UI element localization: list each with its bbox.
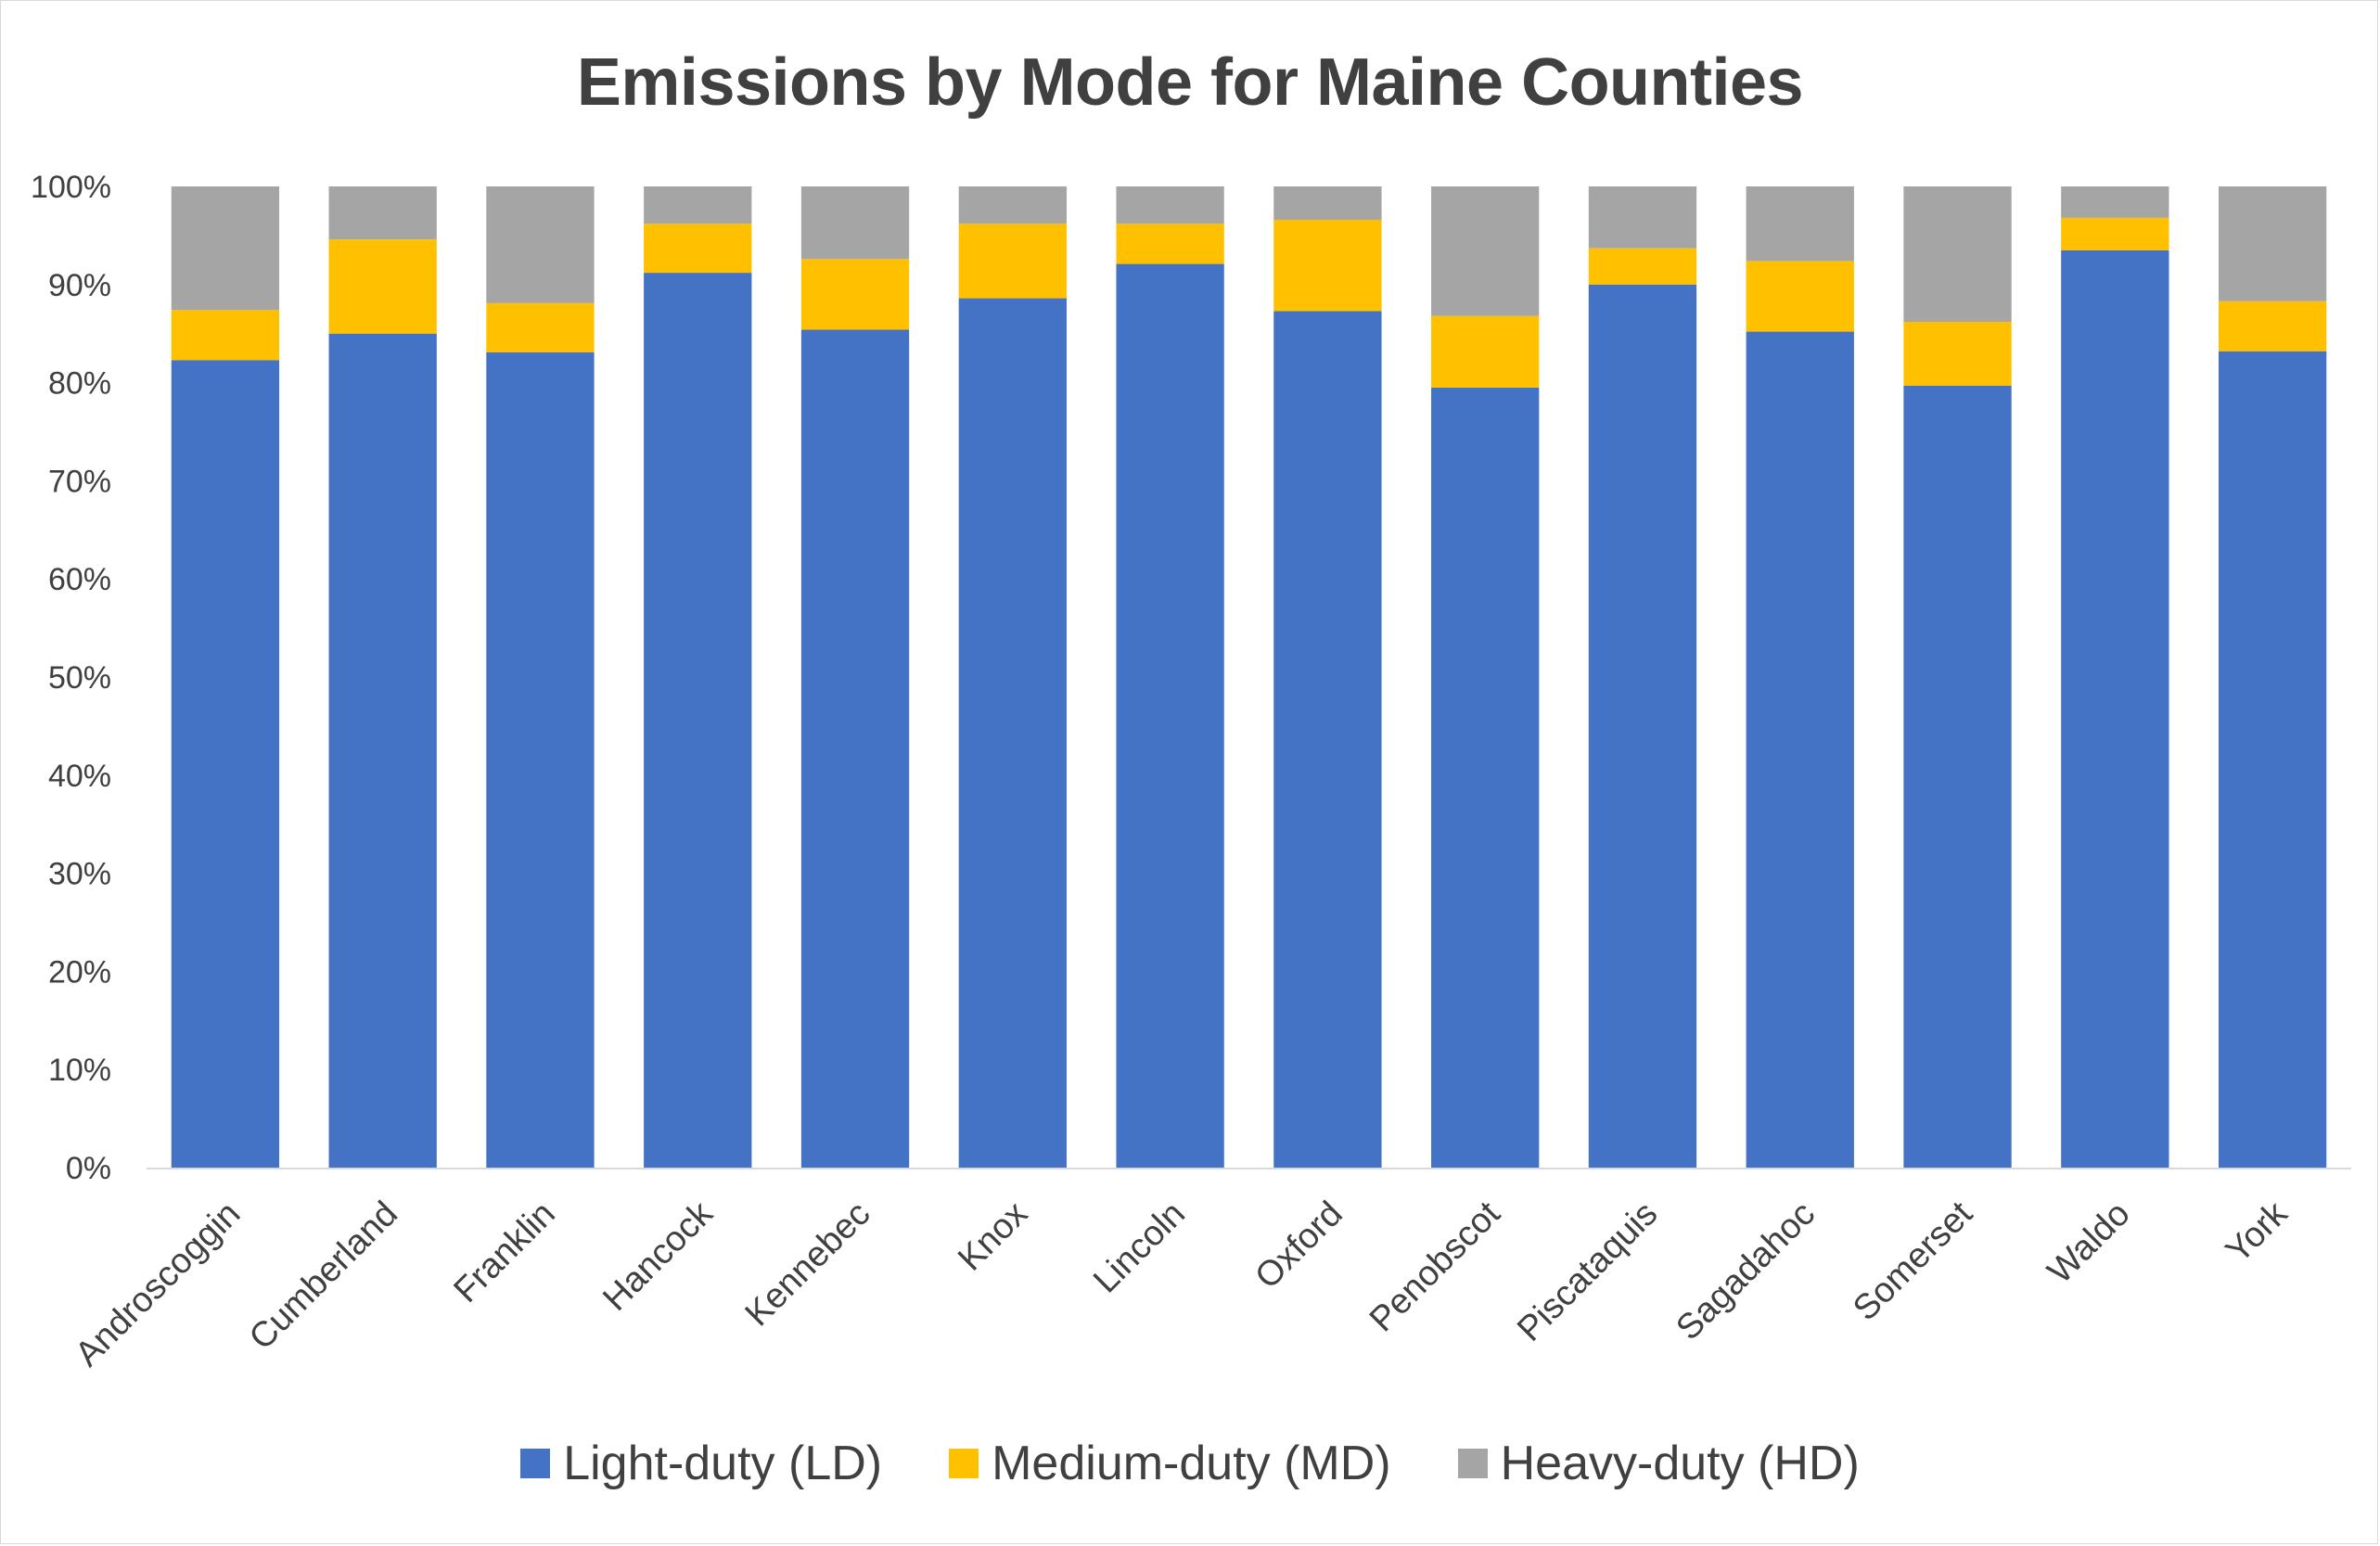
y-tick-label: 10% [48, 1053, 111, 1088]
x-tick-label: Lincoln [1086, 1195, 1193, 1301]
bar-segment-medium-duty [1116, 224, 1224, 264]
bar-segment-heavy-duty [2061, 186, 2169, 218]
x-tick-label: Cumberland [242, 1195, 405, 1358]
bar-segment-medium-duty [171, 310, 280, 361]
chart-legend: Light-duty (LD) Medium-duty (MD) Heavy-d… [0, 1436, 2380, 1491]
legend-swatch-medium-duty [949, 1449, 979, 1478]
bar-segment-light-duty [2061, 249, 2169, 1168]
bar-segment-light-duty [1903, 385, 2012, 1168]
bar-segment-heavy-duty [486, 186, 595, 303]
y-tick-label: 0% [66, 1151, 111, 1186]
bar-segment-medium-duty [1273, 219, 1382, 312]
bar-segment-light-duty [171, 360, 280, 1168]
y-tick-label: 80% [48, 366, 111, 402]
x-tick-label: Penobscot [1363, 1194, 1508, 1339]
bar-segment-heavy-duty [1746, 186, 1854, 262]
bar-segment-medium-duty [2061, 217, 2169, 250]
bar-segment-light-duty [1588, 284, 1697, 1168]
bar-segment-medium-duty [800, 259, 910, 330]
bar-segment-medium-duty [1746, 261, 1854, 332]
bar-segment-medium-duty [2218, 300, 2327, 351]
chart-title: Emissions by Mode for Maine Counties [576, 45, 1804, 120]
x-tick-label: Waldo [2041, 1195, 2138, 1292]
bar-segment-heavy-duty [171, 186, 280, 311]
bar-segment-medium-duty [1588, 248, 1697, 285]
legend-label-medium-duty: Medium-duty (MD) [992, 1437, 1391, 1490]
legend-label-light-duty: Light-duty (LD) [563, 1437, 883, 1490]
legend-item-medium-duty: Medium-duty (MD) [949, 1436, 1391, 1491]
legend-item-light-duty: Light-duty (LD) [520, 1436, 882, 1491]
legend-swatch-light-duty [520, 1449, 551, 1478]
bar-segment-light-duty [1431, 387, 1540, 1168]
bar-segment-medium-duty [958, 224, 1067, 299]
y-tick-label: 40% [48, 759, 111, 794]
y-tick-label: 50% [48, 660, 111, 696]
legend-item-heavy-duty: Heavy-duty (HD) [1457, 1436, 1860, 1491]
bar-segment-medium-duty [328, 239, 437, 334]
y-tick-label: 100% [31, 170, 111, 205]
bar-segment-light-duty [958, 298, 1067, 1168]
x-tick-label: Franklin [447, 1195, 563, 1310]
x-tick-label: Androscoggin [68, 1195, 248, 1374]
bar-segment-heavy-duty [1588, 186, 1697, 249]
x-tick-label: York [2219, 1194, 2296, 1271]
x-tick-label: Hancock [595, 1194, 721, 1319]
y-tick-label: 70% [48, 464, 111, 499]
bar-segment-heavy-duty [1431, 186, 1540, 316]
legend-label-heavy-duty: Heavy-duty (HD) [1500, 1437, 1860, 1490]
bar-segment-medium-duty [1431, 315, 1540, 388]
bar-segment-heavy-duty [2218, 186, 2327, 301]
bar-segment-heavy-duty [1903, 186, 2012, 322]
bar-segment-heavy-duty [1116, 186, 1224, 224]
x-tick-label: Knox [951, 1195, 1035, 1279]
x-tick-label: Piscataquis [1510, 1195, 1665, 1349]
bar-segment-heavy-duty [644, 186, 752, 224]
bar-segment-light-duty [486, 351, 595, 1168]
bar-segment-light-duty [2218, 351, 2327, 1168]
bar-segment-heavy-duty [958, 186, 1067, 224]
bar-segment-light-duty [1273, 311, 1382, 1168]
x-tick-label: Somerset [1846, 1194, 1980, 1328]
x-tick-label: Kennebec [738, 1195, 878, 1335]
bar-segment-heavy-duty [328, 186, 437, 240]
legend-swatch-heavy-duty [1457, 1449, 1488, 1478]
y-tick-label: 90% [48, 268, 111, 303]
x-tick-label: Oxford [1248, 1195, 1350, 1297]
bar-segment-medium-duty [486, 302, 595, 352]
y-tick-label: 30% [48, 857, 111, 892]
bar-segment-light-duty [800, 329, 910, 1169]
bar-segment-heavy-duty [800, 186, 910, 260]
bar-segment-heavy-duty [1273, 186, 1382, 220]
bar-segment-medium-duty [1903, 322, 2012, 386]
bar-segment-light-duty [1746, 331, 1854, 1169]
y-tick-label: 20% [48, 954, 111, 990]
bar-segment-light-duty [1116, 263, 1224, 1169]
y-tick-label: 60% [48, 562, 111, 597]
x-tick-label: Sagadahoc [1669, 1195, 1823, 1348]
bar-segment-light-duty [644, 273, 752, 1169]
chart-plot-area: 0% 10% 20% 30% 40% 50% 60% 70% 80% 90% 100% Androsc… [31, 170, 2351, 1374]
bar-segment-light-duty [328, 333, 437, 1168]
bar-segment-medium-duty [644, 224, 752, 274]
